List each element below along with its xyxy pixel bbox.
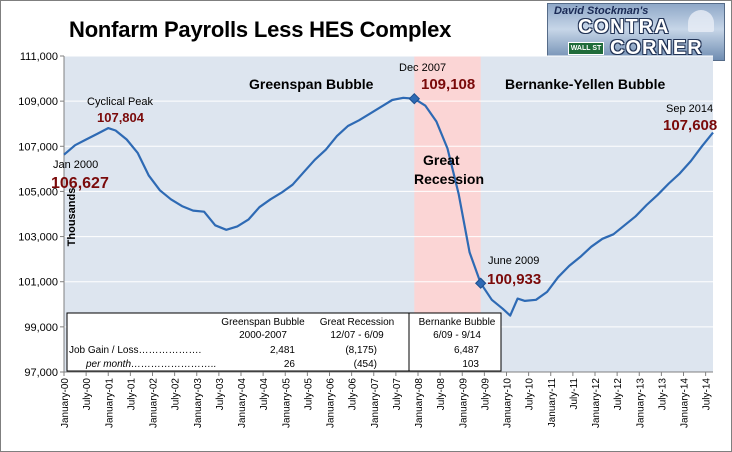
x-tick-label: July-02 (171, 378, 182, 411)
logo-line-2: CONTRA (578, 16, 670, 38)
x-tick-label: July-05 (303, 378, 314, 411)
x-tick-label: January-12 (591, 378, 602, 428)
x-tick-label: January-08 (414, 378, 425, 428)
x-tick-label: July-03 (215, 378, 226, 411)
table-row-label: Job Gain / Loss………………. (69, 345, 201, 356)
x-tick-label: July-12 (613, 378, 624, 411)
annotation-sep2014-value: 107,608 (663, 117, 717, 134)
table-cell: (454) (354, 359, 377, 370)
table-period: 2000-2007 (239, 330, 287, 341)
annotation-june2009-value: 100,933 (487, 271, 541, 288)
y-axis-label: Thousands (66, 188, 78, 247)
x-tick-label: July-13 (657, 378, 668, 411)
wall-street-sign-icon: WALL ST (568, 42, 604, 55)
x-tick-label: January-14 (680, 378, 691, 428)
annotation-sep2014-label: Sep 2014 (666, 103, 713, 115)
data-marker (408, 92, 421, 105)
table-header: Greenspan Bubble (221, 317, 305, 328)
annotation-jan2000-value: 106,627 (51, 175, 109, 192)
table-cell: 103 (462, 359, 479, 370)
data-marker (474, 277, 487, 289)
contra-corner-logo: David Stockman's CONTRA WALL ST CORNER (547, 3, 725, 61)
annotation-peak-value: 107,804 (97, 110, 145, 125)
annotation-great: Great (423, 152, 460, 168)
table-header: Bernanke Bubble (419, 317, 496, 328)
x-tick-label: January-07 (370, 378, 381, 428)
table-period: 12/07 - 6/09 (330, 330, 384, 341)
x-tick-label: January-10 (503, 378, 514, 428)
x-tick-label: July-06 (348, 378, 359, 411)
annotation-dec2007-value: 109,108 (421, 76, 475, 93)
annotation-jan2000-label: Jan 2000 (53, 159, 98, 171)
x-tick-label: January-02 (149, 378, 160, 428)
x-tick-label: July-14 (702, 378, 713, 411)
annotation-greenspan: Greenspan Bubble (249, 76, 374, 92)
table-row-label: per month…………………….. (85, 359, 217, 370)
y-tick-label: 109,000 (18, 96, 58, 108)
logo-line-3: CORNER (610, 37, 703, 59)
x-tick-label: July-11 (569, 378, 580, 410)
chart-title: Nonfarm Payrolls Less HES Complex (69, 17, 452, 42)
y-tick-label: 111,000 (20, 51, 58, 63)
x-tick-label: January-05 (281, 378, 292, 428)
table-cell: 2,481 (270, 345, 295, 356)
annotation-peak-label: Cyclical Peak (87, 96, 154, 108)
y-tick-label: 105,000 (18, 186, 58, 198)
x-tick-label: January-04 (237, 378, 248, 428)
annotation-dec2007-label: Dec 2007 (399, 62, 446, 74)
x-tick-label: January-06 (326, 378, 337, 428)
table-cell: 6,487 (454, 345, 479, 356)
capitol-dome-icon (688, 10, 714, 32)
table-cell: (8,175) (345, 345, 377, 356)
annotation-june2009-label: June 2009 (488, 255, 539, 267)
x-tick-label: July-00 (82, 378, 93, 411)
x-tick-label: July-07 (392, 378, 403, 411)
x-tick-label: July-10 (525, 378, 536, 411)
y-tick-label: 107,000 (18, 141, 58, 153)
x-tick-label: July-01 (126, 378, 137, 411)
x-tick-label: January-03 (193, 378, 204, 428)
x-tick-label: January-13 (635, 378, 646, 428)
logo-line-1: David Stockman's (554, 5, 649, 17)
annotation-recession: Recession (414, 171, 484, 187)
x-tick-label: January-01 (104, 378, 115, 428)
table-header: Great Recession (320, 317, 394, 328)
y-tick-label: 101,000 (18, 277, 58, 289)
x-tick-label: January-11 (547, 378, 558, 428)
y-tick-label: 103,000 (18, 232, 58, 244)
x-tick-label: January-00 (60, 378, 71, 428)
table-box (66, 312, 502, 372)
table-cell: 26 (284, 359, 296, 370)
series-line (63, 96, 714, 317)
y-tick-label: 99,000 (24, 322, 58, 334)
x-tick-label: July-04 (259, 378, 270, 411)
annotation-bernanke: Bernanke-Yellen Bubble (505, 76, 665, 92)
x-tick-label: July-08 (436, 378, 447, 411)
x-tick-label: July-09 (480, 378, 491, 411)
table-period: 6/09 - 9/14 (433, 330, 481, 341)
summary-table: Greenspan Bubble Great Recession Bernanke … (66, 312, 502, 372)
x-tick-label: January-09 (458, 378, 469, 428)
y-tick-label: 97,000 (24, 367, 58, 379)
